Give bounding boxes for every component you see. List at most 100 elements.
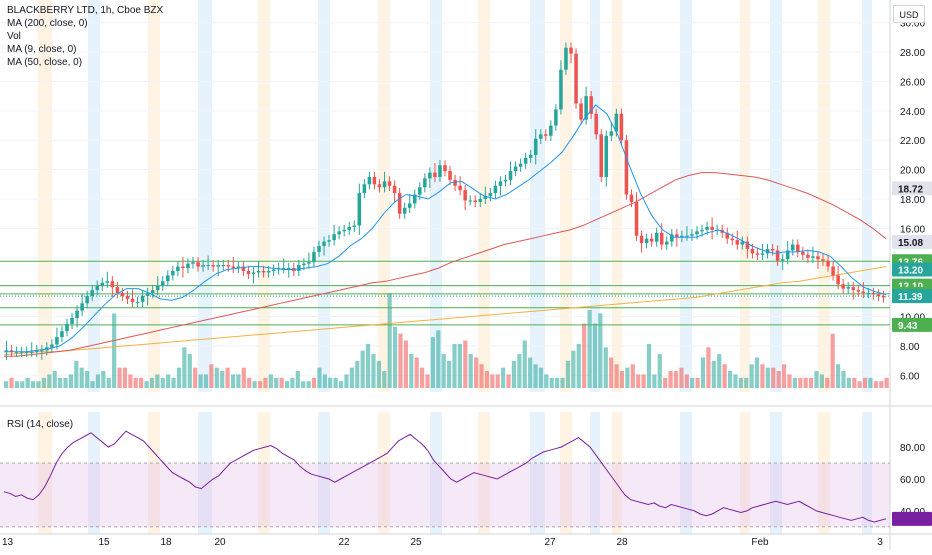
- time-tick-label: Feb: [751, 537, 769, 548]
- volume-bar: [333, 377, 338, 388]
- indicator-ma9[interactable]: MA (9, close, 0): [7, 44, 77, 55]
- indicator-ma50[interactable]: MA (50, close, 0): [7, 57, 83, 68]
- candle-body: [518, 163, 523, 167]
- candle-body: [624, 140, 629, 195]
- volume-bar: [414, 357, 419, 388]
- volume-bar: [220, 371, 225, 388]
- candle-body: [125, 295, 130, 299]
- candle-body: [594, 113, 598, 135]
- volume-bar: [641, 374, 646, 388]
- candle-body: [725, 232, 730, 239]
- candle-body: [609, 131, 614, 136]
- volume-bar: [198, 374, 203, 388]
- volume-bar: [290, 377, 295, 388]
- volume-bar: [803, 377, 808, 388]
- candle-body: [453, 179, 457, 186]
- volume-bar: [765, 367, 770, 388]
- volume-bar: [241, 367, 246, 388]
- volume-bar: [14, 381, 20, 388]
- volume-bar: [798, 377, 803, 388]
- volume-bar: [690, 377, 695, 388]
- candle-body: [75, 310, 79, 319]
- currency-label[interactable]: USD: [893, 5, 925, 23]
- volume-bar: [695, 377, 700, 388]
- volume-bar: [474, 357, 479, 388]
- volume-bar: [571, 350, 576, 388]
- candle-body: [80, 303, 84, 311]
- candle-body: [211, 265, 215, 267]
- time-tick-label: 20: [214, 537, 226, 548]
- session-band: [530, 0, 545, 392]
- volume-bar: [636, 374, 641, 388]
- candle-body: [503, 179, 508, 182]
- session-band: [680, 412, 692, 534]
- volume-bar: [63, 377, 68, 388]
- volume-bar: [128, 374, 133, 388]
- candle-body: [297, 265, 301, 271]
- rsi-tick-label: 80.00: [900, 443, 925, 454]
- candle-body: [55, 337, 59, 345]
- volume-bar: [171, 377, 176, 388]
- volume-bar: [101, 371, 106, 388]
- volume-bar: [338, 381, 344, 388]
- volume-bar: [25, 377, 30, 388]
- volume-bar: [479, 364, 484, 388]
- volume-bar: [852, 377, 857, 388]
- volume-bar: [155, 374, 160, 388]
- candle-body: [266, 270, 271, 273]
- indicator-ma200[interactable]: MA (200, close, 0): [7, 18, 88, 29]
- volume-bar: [749, 364, 754, 388]
- candle-body: [508, 171, 513, 180]
- candle-body: [705, 226, 709, 230]
- volume-bar: [139, 377, 144, 388]
- ma50-line: [4, 172, 887, 357]
- candle-body: [463, 190, 467, 201]
- volume-bar: [609, 357, 614, 388]
- candle-body: [478, 199, 483, 202]
- volume-bar: [835, 364, 841, 388]
- candle-body: [443, 165, 447, 172]
- volume-bar: [31, 381, 36, 388]
- volume-bar: [857, 381, 862, 388]
- volume-bar: [873, 381, 878, 388]
- volume-bar: [382, 371, 387, 388]
- volume-bar: [619, 371, 625, 388]
- volume-bar: [830, 333, 835, 388]
- volume-bar: [225, 367, 230, 388]
- candle-body: [201, 265, 205, 267]
- volume-bar: [247, 377, 252, 388]
- time-tick-label: 28: [616, 537, 628, 548]
- volume-bar: [376, 360, 381, 388]
- candle-body: [40, 350, 44, 352]
- session-band: [430, 412, 442, 534]
- volume-bar: [106, 377, 111, 388]
- ma9-line: [4, 104, 887, 353]
- candle-body: [387, 181, 392, 186]
- volume-bar: [727, 371, 733, 388]
- rsi-label[interactable]: RSI (14, close): [7, 419, 74, 430]
- candle-body: [498, 181, 503, 186]
- candle-body: [65, 323, 69, 332]
- candle-body: [155, 285, 160, 291]
- volume-bar: [760, 364, 765, 388]
- candle-body: [775, 250, 780, 261]
- volume-bar: [668, 371, 673, 388]
- symbol-title[interactable]: BLACKBERRY LTD, 1h, Cboe BZX: [7, 5, 164, 16]
- volume-bar: [463, 340, 468, 388]
- candle-body: [29, 351, 34, 353]
- candle-body: [428, 172, 432, 179]
- candle-body: [735, 240, 740, 245]
- price-tick-label: 18.00: [900, 195, 925, 206]
- candle-body: [50, 344, 54, 348]
- time-tick-label: 25: [410, 537, 422, 548]
- volume-bar: [776, 371, 781, 388]
- volume-bar: [663, 377, 668, 388]
- volume-bar: [344, 374, 349, 388]
- candle-body: [770, 248, 775, 251]
- price-tag-label: 15.08: [898, 238, 923, 249]
- indicator-vol[interactable]: Vol: [7, 31, 21, 42]
- candle-body: [816, 256, 820, 260]
- volume-bar: [684, 374, 689, 388]
